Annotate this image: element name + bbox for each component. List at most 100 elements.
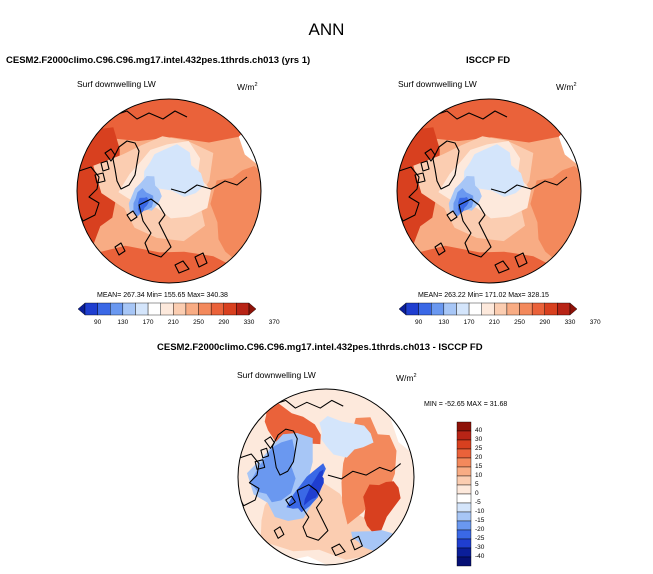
coastline: [271, 428, 298, 476]
diff-colorbar-tick-label: -15: [475, 517, 485, 524]
diff-colorbar-swatch: [456, 556, 472, 567]
obs-map-border: [396, 98, 582, 284]
diff-polar-map: [237, 388, 415, 566]
obs-colorbar-swatch: [443, 302, 457, 316]
model-map-border: [76, 98, 262, 284]
obs-colorbar-swatch: [557, 302, 571, 316]
diff-colorbar-swatch: [456, 547, 472, 558]
model-colorbar-tick-label: 90: [93, 319, 102, 326]
model-colorbar-swatch: [77, 302, 86, 316]
obs-contour-fill: [406, 99, 571, 143]
model-colorbar-tick-label: 130: [117, 319, 129, 326]
obs-colorbar-tick-label: 330: [564, 319, 576, 326]
diff-map-border: [237, 388, 415, 566]
model-colorbar-swatch: [236, 302, 250, 316]
diff-colorbar-labels: 40 30 25 20 15 10 5 0 -5 -10 -15 -20 -25 -30 -40: [475, 422, 501, 566]
obs-colorbar-swatch: [481, 302, 495, 316]
diff-contour-fill: [303, 469, 324, 506]
diff-colorbar-tick-label: 40: [475, 427, 483, 434]
diff-colorbar: [456, 421, 472, 567]
coastline: [273, 495, 296, 539]
model-colorbar-swatch: [185, 302, 199, 316]
obs-colorbar-tick-label: 90: [414, 319, 423, 326]
coastline: [114, 210, 138, 256]
obs-colorbar-swatch: [531, 302, 545, 316]
obs-colorbar-tick-label: 250: [514, 319, 525, 326]
diff-colorbar-tick-label: -25: [475, 535, 485, 542]
obs-stats: MEAN= 263.22 Min= 171.02 Max= 328.15: [418, 292, 549, 299]
obs-units-label: W/m2: [556, 82, 577, 92]
diff-variable-label: Surf downwelling LW: [237, 370, 316, 380]
model-contour-fill: [143, 144, 205, 197]
diff-contour-fill: [319, 416, 374, 458]
diff-contour-fill: [250, 439, 296, 503]
diff-colorbar-swatch: [456, 475, 472, 486]
diff-colorbar-tick-label: -40: [475, 553, 485, 560]
model-colorbar: [77, 302, 257, 316]
coastline: [494, 252, 528, 274]
model-panel-title: CESM2.F2000climo.C96.C96.mg17.intel.432p…: [6, 55, 311, 66]
obs-colorbar-tick-label: 370: [589, 319, 601, 326]
obs-panel-title: ISCCP FD: [466, 55, 511, 66]
diff-colorbar-tick-label: 5: [475, 481, 479, 488]
obs-colorbar-swatch: [456, 302, 470, 316]
model-contour-fill: [210, 166, 261, 261]
coastline: [490, 176, 568, 194]
obs-contour-fill: [530, 166, 581, 261]
coastline: [274, 399, 344, 409]
obs-colorbar-swatch: [569, 302, 578, 316]
model-colorbar-swatch: [147, 302, 161, 316]
coastline: [432, 140, 460, 190]
model-colorbar-swatch: [110, 302, 124, 316]
model-colorbar-tick-label: 330: [243, 319, 255, 326]
model-variable-label: Surf downwelling LW: [77, 79, 156, 89]
coastline: [114, 110, 188, 120]
model-polar-map: [76, 98, 262, 284]
model-colorbar-swatch: [135, 302, 149, 316]
diff-panel-title: CESM2.F2000climo.C96.C96.mg17.intel.432p…: [157, 342, 483, 353]
diff-colorbar-swatch: [456, 502, 472, 513]
coastline: [327, 463, 402, 480]
diff-colorbar-tick-label: -5: [475, 499, 481, 506]
model-colorbar-swatch: [160, 302, 174, 316]
obs-colorbar-swatch: [405, 302, 419, 316]
obs-colorbar-tick-label: 130: [438, 319, 450, 326]
obs-colorbar-swatch: [431, 302, 445, 316]
model-colorbar-tick-label: 370: [268, 319, 280, 326]
obs-contour-fill: [463, 144, 525, 197]
coastline: [174, 252, 208, 274]
obs-colorbar-tick-label: 170: [463, 319, 475, 326]
model-colorbar-swatch: [210, 302, 224, 316]
coastline: [434, 210, 458, 256]
diff-colorbar-tick-label: -20: [475, 526, 485, 533]
diff-colorbar-tick-label: -30: [475, 544, 485, 551]
diff-colorbar-swatch: [456, 529, 472, 540]
diff-colorbar-swatch: [456, 493, 472, 504]
coastline: [138, 198, 172, 258]
coastline: [254, 436, 275, 470]
model-colorbar-tick-label: 170: [142, 319, 154, 326]
coastline: [238, 453, 260, 507]
coastline: [112, 140, 140, 190]
obs-polar-map: [396, 98, 582, 284]
model-contour-fill: [86, 99, 251, 143]
obs-colorbar-swatch: [494, 302, 508, 316]
model-colorbar-swatch: [84, 302, 98, 316]
diff-units-label: W/m2: [396, 373, 417, 383]
diff-colorbar-tick-label: 0: [475, 490, 479, 497]
model-colorbar-swatch: [248, 302, 257, 316]
coastline: [458, 198, 492, 258]
diff-colorbar-swatch: [456, 520, 472, 531]
diff-colorbar-swatch: [456, 466, 472, 477]
diff-colorbar-swatch: [456, 439, 472, 450]
model-colorbar-tick-label: 290: [218, 319, 230, 326]
obs-variable-label: Surf downwelling LW: [398, 79, 477, 89]
diff-colorbar-swatch: [456, 430, 472, 441]
obs-colorbar-swatch: [418, 302, 432, 316]
diff-colorbar-swatch: [456, 448, 472, 459]
diff-colorbar-swatch: [456, 511, 472, 522]
coastline: [77, 166, 100, 222]
coastline: [331, 535, 363, 557]
obs-colorbar-swatch: [398, 302, 407, 316]
obs-colorbar-tick-label: 210: [488, 319, 500, 326]
